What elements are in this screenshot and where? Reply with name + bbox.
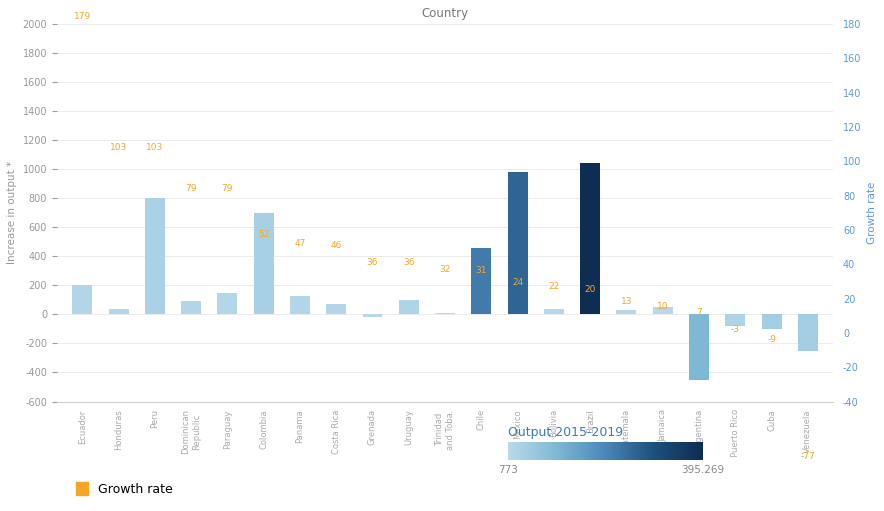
- Text: 36: 36: [367, 258, 378, 267]
- Bar: [399, 300, 419, 314]
- Bar: [544, 309, 564, 314]
- Text: 31: 31: [476, 266, 487, 275]
- Bar: [181, 301, 201, 314]
- Bar: [798, 314, 818, 351]
- Bar: [726, 314, 745, 326]
- Y-axis label: Increase in output *: Increase in output *: [7, 161, 17, 264]
- Text: -9: -9: [767, 335, 776, 344]
- Text: 22: 22: [548, 282, 560, 291]
- Bar: [689, 314, 709, 380]
- Bar: [109, 309, 128, 314]
- Bar: [652, 307, 673, 314]
- Text: 32: 32: [439, 265, 451, 273]
- Text: 103: 103: [146, 143, 164, 152]
- Text: Output 2015-2019: Output 2015-2019: [508, 427, 623, 439]
- Legend: Growth rate: Growth rate: [71, 477, 178, 501]
- Text: 47: 47: [294, 239, 306, 248]
- Bar: [290, 295, 310, 314]
- Bar: [217, 293, 237, 314]
- Text: -3: -3: [731, 324, 740, 334]
- Text: 52: 52: [258, 230, 270, 239]
- Text: 103: 103: [110, 143, 127, 152]
- Text: 79: 79: [186, 184, 197, 193]
- Text: 13: 13: [621, 297, 632, 306]
- Text: 46: 46: [331, 241, 342, 249]
- Bar: [72, 285, 92, 314]
- Text: -77: -77: [801, 452, 815, 461]
- Text: 24: 24: [512, 278, 523, 287]
- Bar: [507, 172, 528, 314]
- Bar: [580, 164, 600, 314]
- Bar: [471, 247, 492, 314]
- Bar: [326, 304, 347, 314]
- Bar: [435, 313, 455, 314]
- Title: Country: Country: [422, 7, 469, 20]
- Y-axis label: Growth rate: Growth rate: [867, 181, 877, 244]
- Bar: [254, 213, 274, 314]
- Bar: [762, 314, 781, 329]
- Text: 10: 10: [657, 303, 668, 311]
- Text: 179: 179: [73, 12, 91, 21]
- Text: 79: 79: [222, 184, 233, 193]
- Text: 20: 20: [584, 285, 596, 294]
- Bar: [145, 198, 164, 314]
- Text: 36: 36: [403, 258, 415, 267]
- Bar: [362, 314, 383, 317]
- Text: 7: 7: [697, 308, 702, 316]
- Bar: [616, 310, 636, 314]
